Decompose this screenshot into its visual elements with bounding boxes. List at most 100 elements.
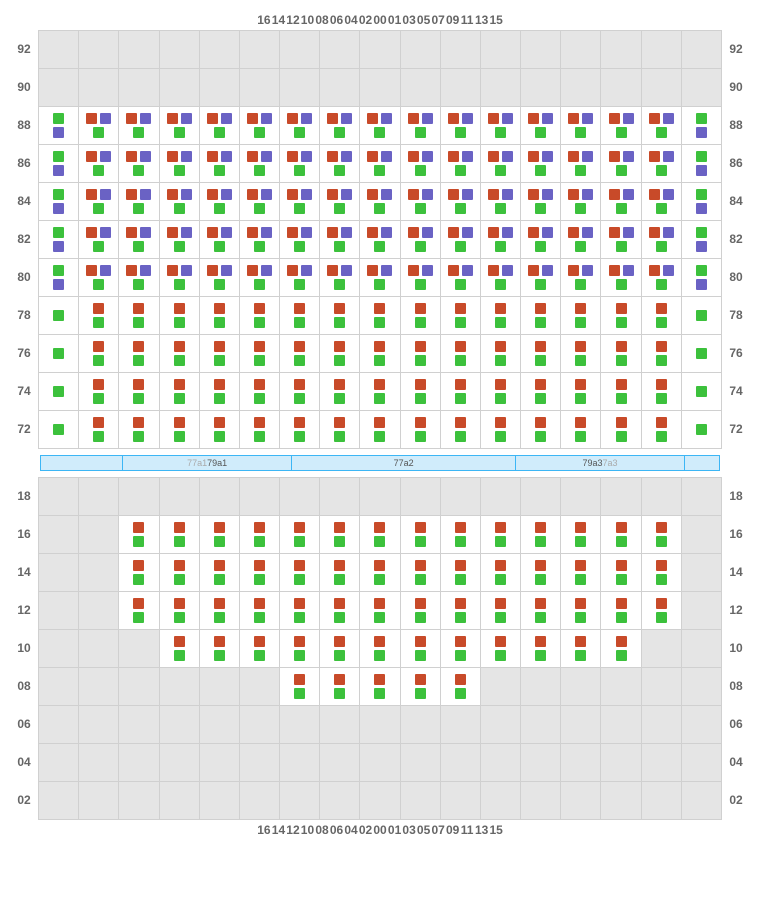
seat-cell[interactable] xyxy=(280,335,320,373)
seat-cell[interactable] xyxy=(79,411,119,449)
seat-cell[interactable] xyxy=(280,221,320,259)
seat-cell[interactable] xyxy=(320,668,360,706)
seat-cell[interactable] xyxy=(601,145,641,183)
seat-cell[interactable] xyxy=(160,516,200,554)
seat-cell[interactable] xyxy=(320,411,360,449)
seat-cell[interactable] xyxy=(521,183,561,221)
seat-cell[interactable] xyxy=(401,335,441,373)
seat-cell[interactable] xyxy=(320,373,360,411)
seat-cell[interactable] xyxy=(521,516,561,554)
seat-cell[interactable] xyxy=(401,516,441,554)
seat-cell[interactable] xyxy=(200,411,240,449)
seat-cell[interactable] xyxy=(360,630,400,668)
seat-cell[interactable] xyxy=(401,630,441,668)
seat-cell[interactable] xyxy=(601,183,641,221)
seat-cell[interactable] xyxy=(642,183,682,221)
seat-cell[interactable] xyxy=(401,107,441,145)
seat-cell[interactable] xyxy=(240,221,280,259)
seat-cell[interactable] xyxy=(481,592,521,630)
seat-cell[interactable] xyxy=(200,592,240,630)
seat-cell[interactable] xyxy=(160,183,200,221)
seat-cell[interactable] xyxy=(39,373,79,411)
seat-cell[interactable] xyxy=(160,630,200,668)
seat-cell[interactable] xyxy=(682,259,722,297)
seat-cell[interactable] xyxy=(682,183,722,221)
seat-cell[interactable] xyxy=(561,373,601,411)
seat-cell[interactable] xyxy=(119,411,159,449)
seat-cell[interactable] xyxy=(561,554,601,592)
seat-cell[interactable] xyxy=(79,259,119,297)
seat-cell[interactable] xyxy=(601,221,641,259)
seat-cell[interactable] xyxy=(320,107,360,145)
seat-cell[interactable] xyxy=(240,107,280,145)
seat-cell[interactable] xyxy=(682,335,722,373)
seat-cell[interactable] xyxy=(160,145,200,183)
seat-cell[interactable] xyxy=(360,145,400,183)
seat-cell[interactable] xyxy=(160,297,200,335)
seat-cell[interactable] xyxy=(320,221,360,259)
seat-cell[interactable] xyxy=(601,554,641,592)
seat-cell[interactable] xyxy=(521,373,561,411)
seat-cell[interactable] xyxy=(320,516,360,554)
seat-cell[interactable] xyxy=(441,592,481,630)
seat-cell[interactable] xyxy=(79,183,119,221)
seat-cell[interactable] xyxy=(280,668,320,706)
seat-cell[interactable] xyxy=(561,516,601,554)
seat-cell[interactable] xyxy=(521,630,561,668)
seat-cell[interactable] xyxy=(642,592,682,630)
seat-cell[interactable] xyxy=(642,411,682,449)
seat-cell[interactable] xyxy=(119,516,159,554)
seat-cell[interactable] xyxy=(240,183,280,221)
seat-cell[interactable] xyxy=(320,297,360,335)
seat-cell[interactable] xyxy=(280,183,320,221)
seat-cell[interactable] xyxy=(119,592,159,630)
seat-cell[interactable] xyxy=(682,221,722,259)
seat-cell[interactable] xyxy=(280,411,320,449)
seat-cell[interactable] xyxy=(682,107,722,145)
seat-cell[interactable] xyxy=(441,516,481,554)
seat-cell[interactable] xyxy=(642,554,682,592)
seat-cell[interactable] xyxy=(481,259,521,297)
seat-cell[interactable] xyxy=(360,335,400,373)
seat-cell[interactable] xyxy=(481,145,521,183)
seat-cell[interactable] xyxy=(682,411,722,449)
seat-cell[interactable] xyxy=(401,297,441,335)
seat-cell[interactable] xyxy=(160,373,200,411)
seat-cell[interactable] xyxy=(79,107,119,145)
seat-cell[interactable] xyxy=(561,259,601,297)
seat-cell[interactable] xyxy=(481,373,521,411)
seat-cell[interactable] xyxy=(240,373,280,411)
seat-cell[interactable] xyxy=(601,297,641,335)
seat-cell[interactable] xyxy=(280,107,320,145)
seat-cell[interactable] xyxy=(521,411,561,449)
seat-cell[interactable] xyxy=(360,516,400,554)
seat-cell[interactable] xyxy=(561,221,601,259)
seat-cell[interactable] xyxy=(642,373,682,411)
seat-cell[interactable] xyxy=(280,516,320,554)
seat-cell[interactable] xyxy=(521,592,561,630)
seat-cell[interactable] xyxy=(360,259,400,297)
seat-cell[interactable] xyxy=(280,592,320,630)
seat-cell[interactable] xyxy=(601,107,641,145)
seat-cell[interactable] xyxy=(682,145,722,183)
seat-cell[interactable] xyxy=(521,335,561,373)
seat-cell[interactable] xyxy=(79,335,119,373)
seat-cell[interactable] xyxy=(320,145,360,183)
seat-cell[interactable] xyxy=(119,107,159,145)
seat-cell[interactable] xyxy=(160,592,200,630)
seat-cell[interactable] xyxy=(360,592,400,630)
seat-cell[interactable] xyxy=(160,259,200,297)
seat-cell[interactable] xyxy=(481,107,521,145)
seat-cell[interactable] xyxy=(240,554,280,592)
seat-cell[interactable] xyxy=(441,668,481,706)
seat-cell[interactable] xyxy=(79,221,119,259)
seat-cell[interactable] xyxy=(481,630,521,668)
seat-cell[interactable] xyxy=(200,145,240,183)
seat-cell[interactable] xyxy=(401,668,441,706)
seat-cell[interactable] xyxy=(160,554,200,592)
seat-cell[interactable] xyxy=(682,297,722,335)
seat-cell[interactable] xyxy=(601,373,641,411)
seat-cell[interactable] xyxy=(39,297,79,335)
seat-cell[interactable] xyxy=(481,335,521,373)
seat-cell[interactable] xyxy=(642,145,682,183)
